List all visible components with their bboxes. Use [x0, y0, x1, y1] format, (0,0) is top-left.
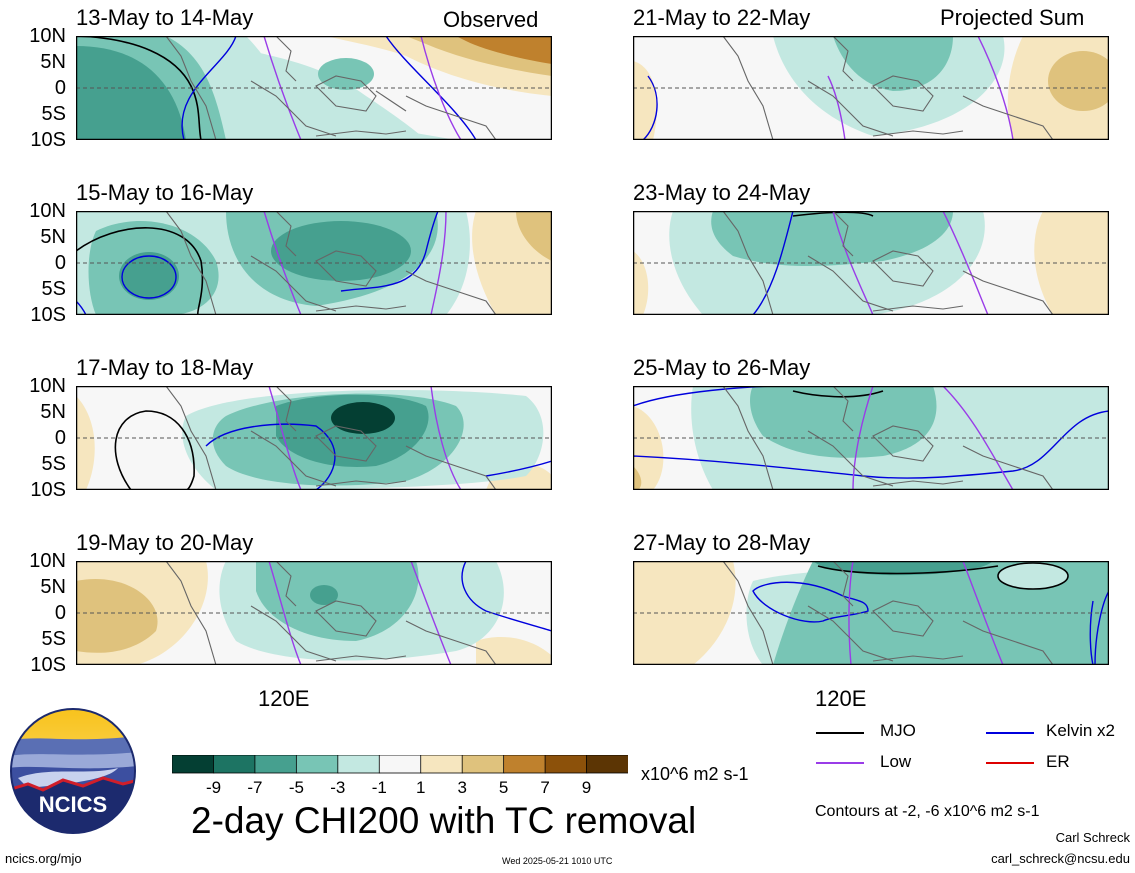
lat-label: 5S	[41, 453, 66, 475]
legend-swatch-er	[986, 762, 1034, 764]
lat-label: 10N	[29, 200, 66, 222]
colorbar-tick-label: -5	[288, 778, 304, 797]
lat-label: 5N	[40, 51, 66, 73]
panel-title-1: 13-May to 14-May	[76, 5, 254, 30]
legend-label-mjo: MJO	[880, 721, 916, 740]
panel-title-3: 15-May to 16-May	[76, 180, 254, 205]
lat-label: 0	[54, 602, 66, 624]
lat-label: 0	[54, 252, 66, 274]
map-panel-13-14-may	[76, 36, 552, 140]
panel-title-2: 21-May to 22-May	[633, 5, 811, 30]
colorbar-swatch	[378, 754, 422, 774]
panel-title-8: 27-May to 28-May	[633, 530, 811, 555]
lat-label: 0	[54, 77, 66, 99]
panel-label-projected: Projected Sum	[940, 5, 1085, 30]
colorbar-tick-label: -3	[330, 778, 346, 797]
colorbar-swatch	[586, 754, 629, 774]
colorbar-swatch	[420, 754, 464, 774]
lon-label-right: 120E	[815, 686, 867, 711]
lat-label: 10N	[29, 550, 66, 572]
legend-swatch-low	[816, 762, 864, 764]
colorbar-swatch	[254, 754, 298, 774]
footer-url[interactable]: ncics.org/mjo	[5, 851, 82, 866]
colorbar-swatch	[503, 754, 546, 774]
colorbar-tick-label: 3	[457, 778, 467, 797]
map-panel-25-26-may	[633, 386, 1109, 490]
lat-label: 5N	[40, 576, 66, 598]
panel-title-4: 23-May to 24-May	[633, 180, 811, 205]
map-panel-17-18-may	[76, 386, 552, 490]
colorbar-swatch	[295, 754, 339, 774]
contour-note: Contours at -2, -6 x10^6 m2 s-1	[815, 803, 1040, 820]
lon-label-left: 120E	[258, 686, 310, 711]
footer-email[interactable]: carl_schreck@ncsu.edu	[991, 851, 1130, 866]
colorbar-swatch	[213, 754, 256, 774]
lat-label: 10N	[29, 25, 66, 47]
map-panel-15-16-may	[76, 211, 552, 315]
colorbar-unit: x10^6 m2 s-1	[641, 764, 749, 784]
panel-title-5: 17-May to 18-May	[76, 355, 254, 380]
colorbar-swatch	[171, 754, 215, 774]
lat-label: 0	[54, 427, 66, 449]
lat-label: 5S	[41, 278, 66, 300]
lat-label: 10S	[30, 304, 66, 326]
colorbar-swatch	[544, 754, 588, 774]
lat-label: 10N	[29, 375, 66, 397]
footer-author: Carl Schreck	[1055, 830, 1130, 845]
lat-label: 5N	[40, 226, 66, 248]
colorbar-tick-label: 5	[498, 778, 509, 797]
legend-label-kelvin: Kelvin x2	[1046, 721, 1115, 740]
colorbar-tick-label: 7	[540, 778, 550, 797]
map-panel-27-28-may	[633, 561, 1109, 665]
lat-label: 10S	[30, 479, 66, 501]
lat-label: 10S	[30, 129, 66, 151]
colorbar-swatch	[461, 754, 505, 774]
colorbar-swatch	[337, 754, 381, 774]
colorbar-tick-label: 9	[581, 778, 592, 797]
colorbar-tick-label: -1	[371, 778, 387, 797]
colorbar-tick-label: -9	[205, 778, 222, 797]
map-panel-19-20-may	[76, 561, 552, 665]
colorbar	[171, 754, 629, 780]
legend-swatch-mjo	[816, 732, 864, 734]
colorbar-tick-label: 1	[415, 778, 426, 797]
lat-label: 5S	[41, 628, 66, 650]
ncics-logo: NCICS	[8, 706, 138, 841]
legend-label-low: Low	[880, 752, 912, 771]
main-title: 2-day CHI200 with TC removal	[191, 800, 697, 841]
map-panel-23-24-may	[633, 211, 1109, 315]
lat-label: 5S	[41, 103, 66, 125]
panel-title-6: 25-May to 26-May	[633, 355, 811, 380]
colorbar-tick-label: -7	[247, 778, 263, 797]
map-panel-21-22-may	[633, 36, 1109, 140]
legend-swatch-kelvin	[986, 732, 1034, 734]
footer-timestamp: Wed 2025-05-21 1010 UTC	[502, 856, 613, 866]
lat-label: 10S	[30, 654, 66, 676]
logo-text: NCICS	[39, 792, 107, 817]
panel-title-7: 19-May to 20-May	[76, 530, 254, 555]
lat-label: 5N	[40, 401, 66, 423]
panel-label-observed: Observed	[443, 7, 539, 32]
legend-label-er: ER	[1046, 752, 1070, 771]
